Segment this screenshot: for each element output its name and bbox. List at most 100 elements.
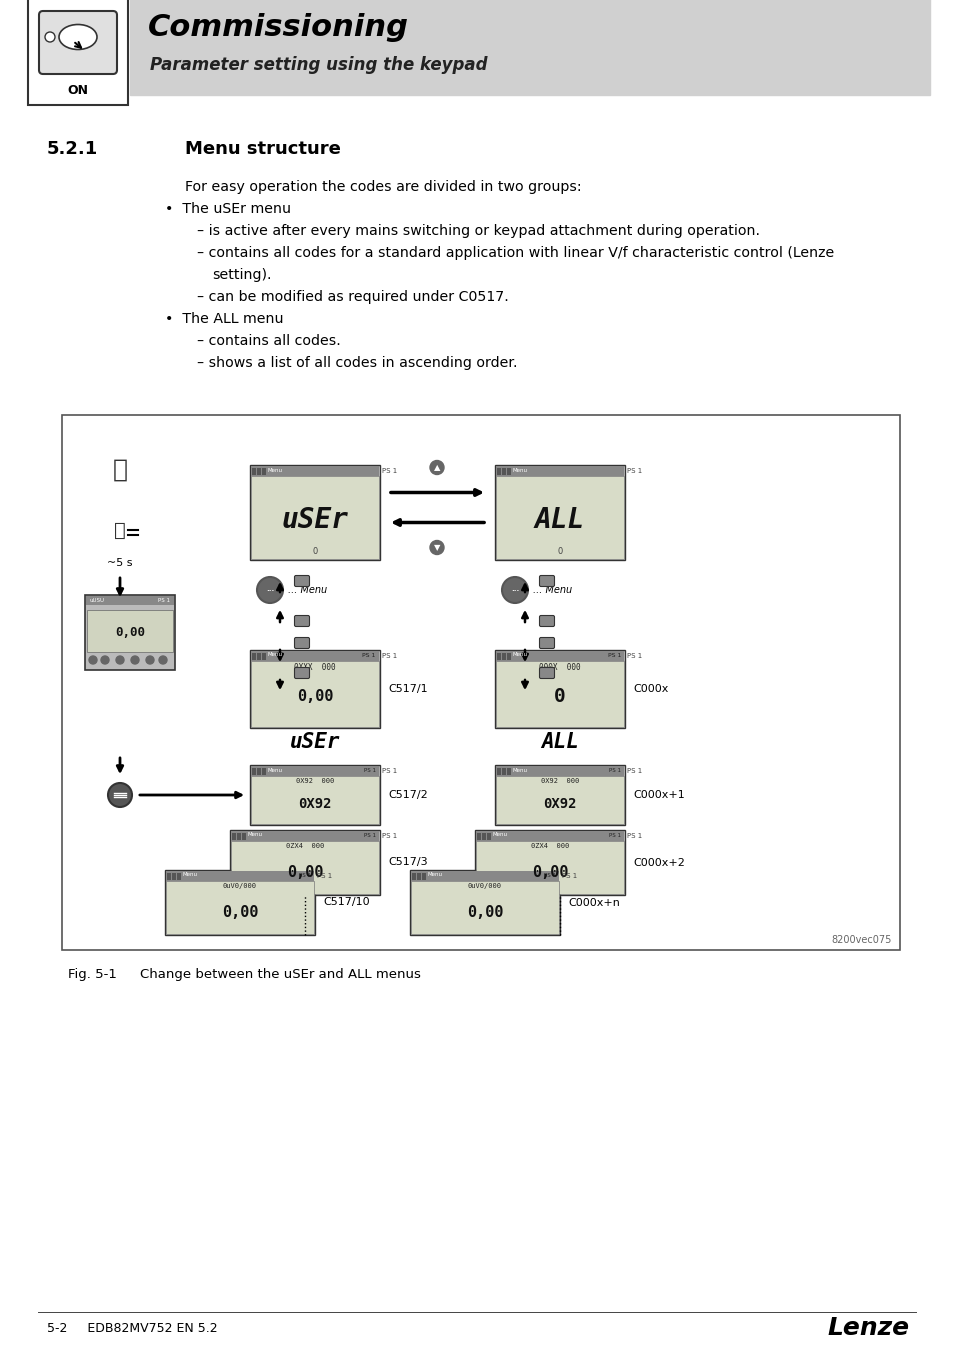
Bar: [251, 776, 378, 823]
Text: PS 1: PS 1: [543, 873, 556, 878]
Text: ✋: ✋: [112, 458, 128, 482]
Circle shape: [430, 460, 443, 474]
Text: 0X92  000: 0X92 000: [295, 778, 334, 784]
Text: 0: 0: [557, 547, 562, 556]
Text: uUSU: uUSU: [90, 598, 105, 603]
Text: Menu: Menu: [248, 833, 263, 837]
Text: ALL: ALL: [540, 732, 578, 752]
Bar: [476, 833, 480, 840]
Bar: [252, 468, 255, 475]
Bar: [496, 651, 623, 661]
Bar: [495, 464, 624, 560]
Text: PS 1: PS 1: [381, 653, 396, 659]
Text: uSEr: uSEr: [281, 506, 348, 535]
Text: Commissioning: Commissioning: [148, 12, 409, 42]
Text: PS 1: PS 1: [626, 653, 641, 659]
Circle shape: [256, 576, 283, 603]
Text: ▲: ▲: [434, 463, 439, 472]
Circle shape: [430, 540, 443, 555]
Text: C000x+1: C000x+1: [633, 790, 684, 801]
Bar: [262, 653, 266, 660]
Bar: [177, 873, 181, 880]
Text: Menu: Menu: [268, 768, 283, 772]
Text: 0,00: 0,00: [466, 904, 503, 919]
Bar: [251, 765, 378, 776]
Bar: [501, 653, 505, 660]
Text: – shows a list of all codes in ascending order.: – shows a list of all codes in ascending…: [196, 356, 517, 370]
Text: 0uV0/000: 0uV0/000: [223, 883, 256, 890]
Bar: [250, 649, 379, 728]
Text: 0: 0: [312, 547, 317, 556]
Circle shape: [101, 656, 109, 664]
Bar: [506, 468, 511, 475]
Bar: [496, 477, 623, 559]
Bar: [166, 882, 314, 934]
Text: C517/2: C517/2: [388, 790, 427, 801]
Bar: [262, 468, 266, 475]
Bar: [495, 765, 624, 825]
Text: Fig. 5-1: Fig. 5-1: [68, 968, 117, 981]
Text: ▼: ▼: [434, 543, 439, 552]
Bar: [506, 653, 511, 660]
Circle shape: [501, 576, 527, 603]
Text: Parameter setting using the keypad: Parameter setting using the keypad: [150, 55, 487, 74]
Bar: [251, 651, 378, 661]
Bar: [412, 873, 416, 880]
Bar: [232, 833, 235, 840]
Text: PS 1: PS 1: [364, 768, 375, 774]
Bar: [167, 873, 171, 880]
Bar: [481, 833, 485, 840]
Bar: [251, 466, 378, 477]
Text: 5.2.1: 5.2.1: [47, 140, 98, 158]
Bar: [410, 869, 559, 936]
Bar: [250, 464, 379, 560]
Text: PS 1: PS 1: [381, 468, 396, 474]
Text: PS 1: PS 1: [561, 873, 577, 879]
Bar: [231, 841, 378, 894]
Text: Lenze: Lenze: [827, 1316, 909, 1341]
Text: Menu: Menu: [513, 467, 527, 472]
Text: Menu: Menu: [268, 652, 283, 657]
Text: 0,00: 0,00: [296, 690, 333, 705]
Text: For easy operation the codes are divided in two groups:: For easy operation the codes are divided…: [185, 180, 581, 194]
Bar: [251, 477, 378, 559]
Bar: [476, 832, 623, 841]
Text: •  The ALL menu: • The ALL menu: [165, 312, 283, 325]
Bar: [262, 768, 266, 775]
Bar: [506, 768, 511, 775]
FancyBboxPatch shape: [539, 667, 554, 679]
Text: ... Menu: ... Menu: [288, 585, 327, 595]
Text: Menu: Menu: [493, 833, 507, 837]
Text: uSEr: uSEr: [290, 732, 340, 752]
Text: ALL: ALL: [535, 506, 584, 535]
Text: 0uV0/000: 0uV0/000: [468, 883, 501, 890]
Text: PS 1: PS 1: [626, 768, 641, 774]
FancyBboxPatch shape: [294, 616, 309, 626]
Text: – can be modified as required under C0517.: – can be modified as required under C051…: [196, 290, 508, 304]
FancyBboxPatch shape: [39, 11, 117, 74]
Text: PS 1: PS 1: [381, 833, 396, 838]
Text: 0XXX  000: 0XXX 000: [294, 663, 335, 672]
Bar: [62, 414, 899, 950]
Bar: [486, 833, 491, 840]
Text: ... Menu: ... Menu: [533, 585, 572, 595]
Bar: [496, 776, 623, 823]
Text: ...: ...: [511, 586, 518, 593]
Bar: [252, 768, 255, 775]
Bar: [497, 468, 500, 475]
Bar: [497, 768, 500, 775]
Text: PS 1: PS 1: [608, 833, 620, 838]
Text: – is active after every mains switching or keypad attachment during operation.: – is active after every mains switching …: [196, 224, 760, 238]
Text: ON: ON: [68, 85, 89, 97]
Bar: [256, 468, 261, 475]
Text: 0,00: 0,00: [531, 865, 568, 880]
Text: PS 1: PS 1: [364, 833, 375, 838]
Text: PS 1: PS 1: [607, 653, 620, 657]
Circle shape: [146, 656, 153, 664]
Circle shape: [108, 783, 132, 807]
Bar: [256, 653, 261, 660]
FancyBboxPatch shape: [294, 637, 309, 648]
Text: C000x+n: C000x+n: [567, 898, 619, 907]
Text: PS 1: PS 1: [381, 768, 396, 774]
Text: PS 1: PS 1: [361, 653, 375, 657]
